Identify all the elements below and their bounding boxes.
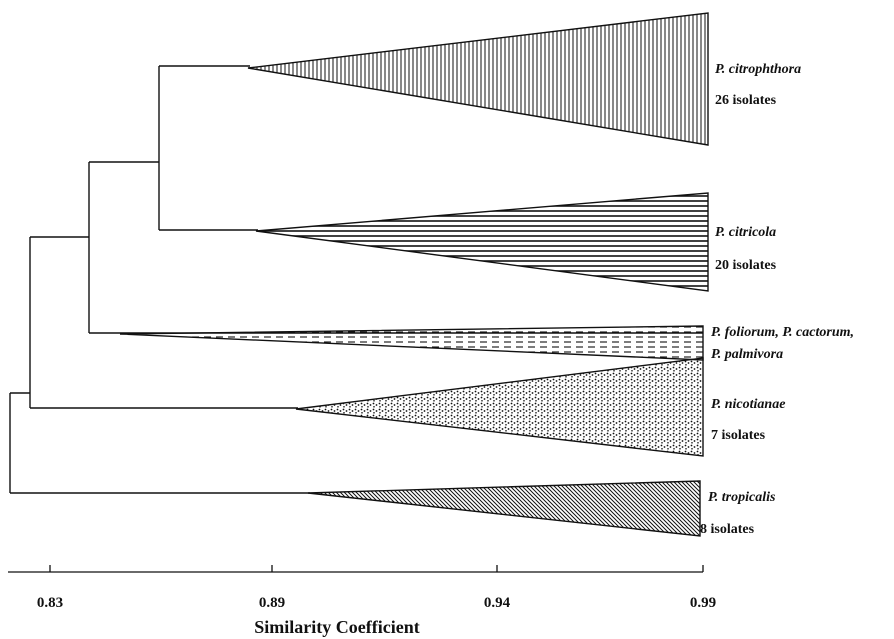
clade-triangle-nicotianae — [295, 357, 704, 457]
label-citrophthora-count: 26 isolates — [715, 93, 777, 108]
label-nicotianae-name: P. nicotianae — [711, 397, 786, 412]
label-tropicalis-count: 8 isolates — [700, 522, 755, 537]
label-tropicalis-name: P. tropicalis — [708, 490, 776, 505]
x-tick-label: 0.83 — [36, 595, 64, 611]
label-foliorum-line2: P. palmivora — [711, 347, 784, 362]
label-foliorum-line1: P. foliorum, P. cactorum, — [711, 325, 855, 340]
clade-triangle-foliorum — [119, 325, 704, 361]
clade-triangle-tropicalis — [307, 480, 701, 537]
label-citrophthora-name: P. citrophthora — [715, 62, 802, 77]
x-tick-label: 0.89 — [258, 595, 286, 611]
x-tick-label: 0.99 — [689, 595, 717, 611]
clade-triangle-citricola — [255, 192, 709, 292]
label-nicotianae-count: 7 isolates — [711, 428, 766, 443]
clade-triangle-citrophthora — [247, 12, 709, 146]
label-citricola-name: P. citricola — [715, 225, 777, 240]
x-axis-title: Similarity Coefficient — [254, 617, 420, 637]
label-citricola-count: 20 isolates — [715, 258, 777, 273]
clade-triangles — [119, 12, 709, 537]
x-tick-label: 0.94 — [483, 595, 511, 611]
x-axis — [8, 565, 704, 573]
